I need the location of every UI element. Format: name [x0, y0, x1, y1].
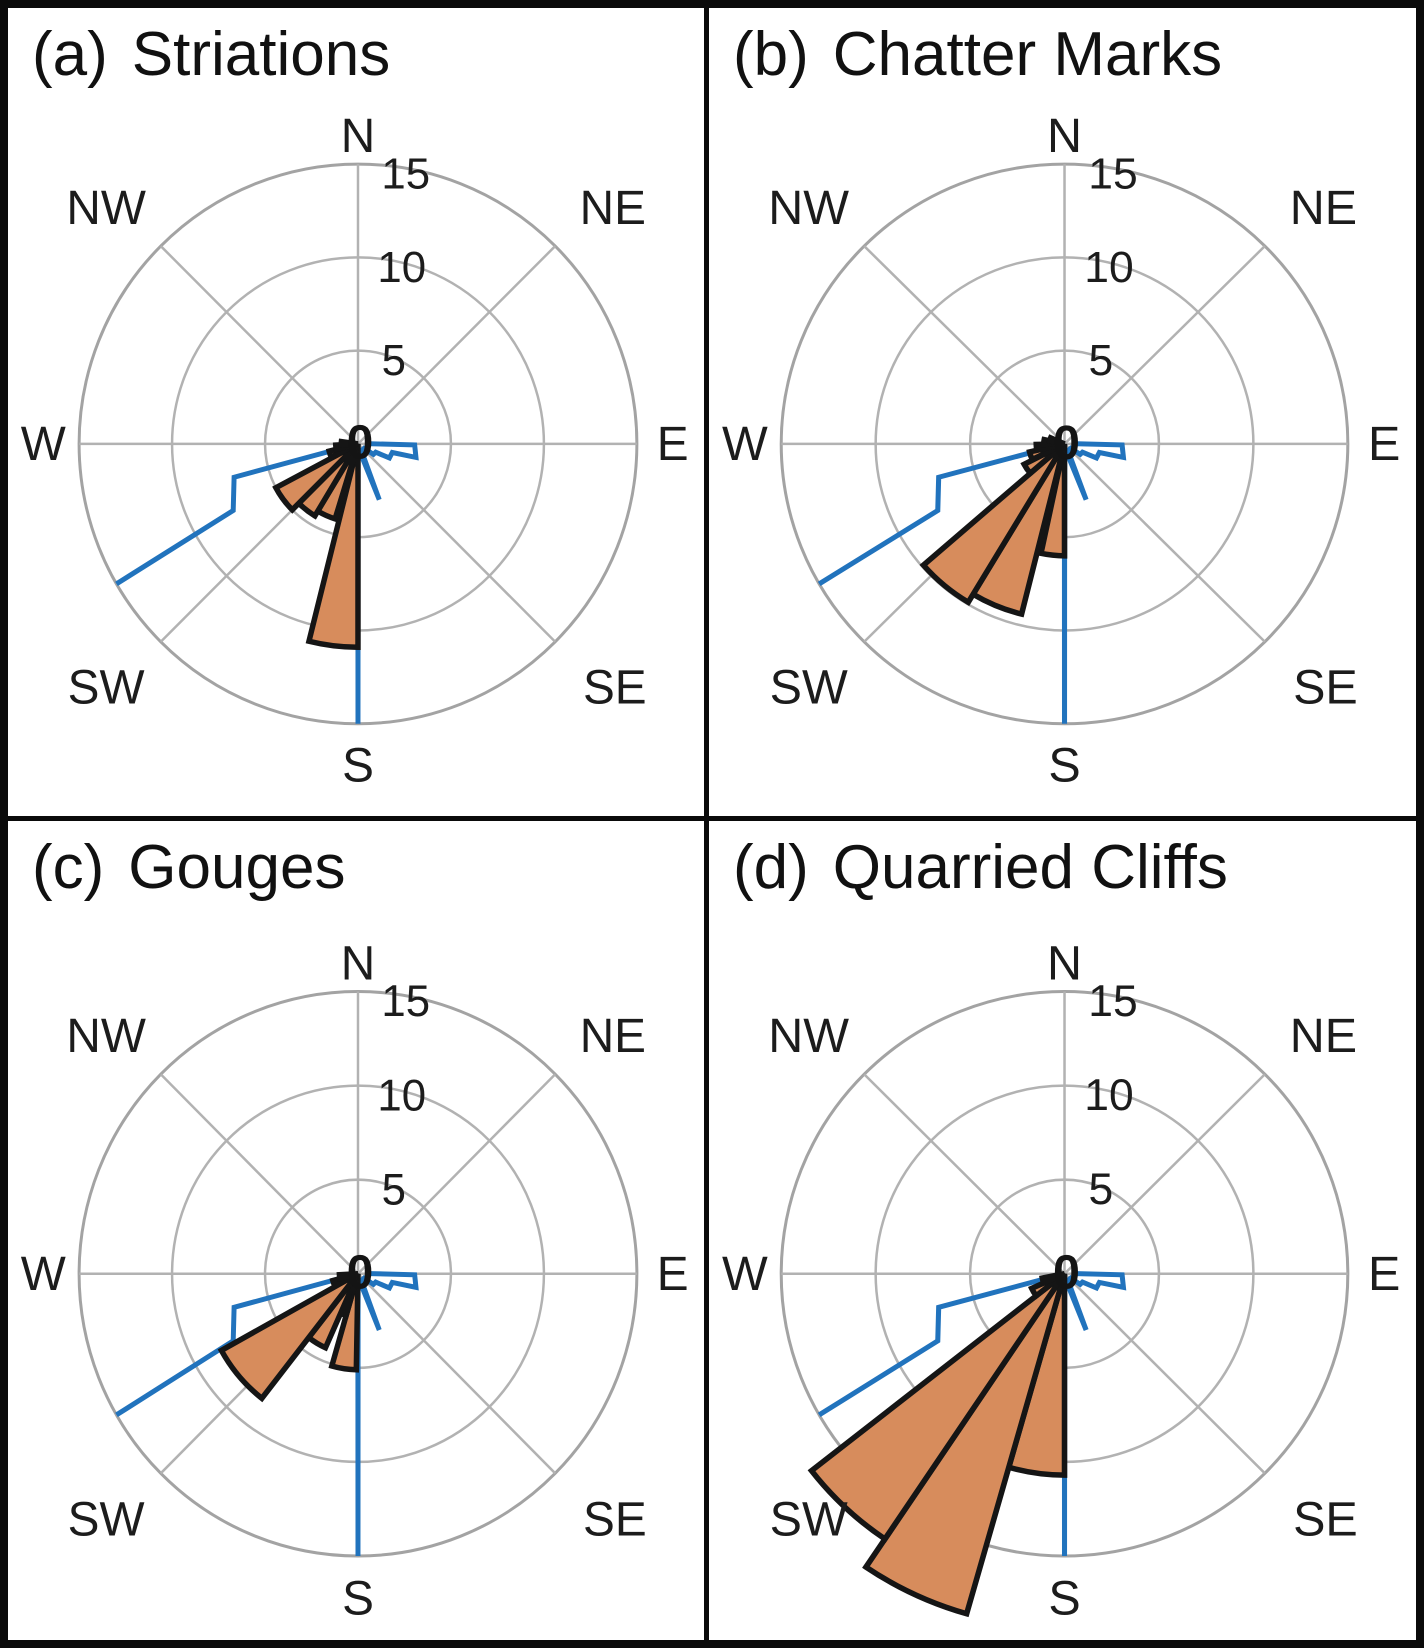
rose-petal [338, 438, 359, 448]
rose-petal [305, 443, 361, 650]
compass-label-n: N [341, 110, 375, 163]
panel-title-a: (a) Striations [32, 22, 390, 87]
compass-label-sw: SW [68, 1493, 146, 1546]
panel-title-text: Striations [131, 20, 391, 89]
compass-label-e: E [1368, 417, 1400, 471]
compass-label-w: W [722, 1247, 768, 1301]
radial-tick-labels: 5 10 15 [377, 150, 430, 386]
rose-petal [862, 1272, 1068, 1618]
radial-tick-15: 15 [381, 977, 430, 1026]
radial-tick-10: 10 [1084, 243, 1133, 292]
compass-labels: N NE E SE S SW W NW [722, 109, 1400, 792]
panel-title-text: Chatter Marks [832, 20, 1223, 89]
blue-outline-series [115, 1270, 419, 1556]
compass-label-w: W [722, 417, 768, 471]
compass-label-w: W [21, 418, 66, 471]
petal-series [919, 434, 1068, 618]
radial-tick-15: 15 [381, 150, 430, 199]
rose-chart-striations: 5 10 15 0 N NE E SE S SW W NW [21, 110, 689, 793]
radial-tick-labels: 5 10 15 [377, 977, 430, 1214]
compass-label-se: SE [583, 1493, 647, 1546]
rose-chart-chatter-marks: 5 10 15 0 N NE E SE S SW W NW [722, 109, 1400, 792]
compass-label-n: N [1047, 937, 1082, 991]
rose-petal [807, 1271, 1067, 1543]
radial-tick-5: 5 [382, 1165, 406, 1214]
compass-labels: N NE E SE S SW W NW [21, 110, 689, 793]
radial-tick-5: 5 [382, 336, 406, 385]
panel-title-text: Quarried Cliffs [832, 833, 1228, 902]
compass-label-e: E [1368, 1247, 1400, 1301]
compass-label-e: E [657, 1248, 689, 1301]
radial-tick-10: 10 [1084, 1071, 1133, 1120]
panel-index-label: (b) [733, 20, 809, 89]
radial-tick-5: 5 [1089, 1165, 1114, 1214]
compass-label-sw: SW [68, 662, 145, 715]
radial-tick-15: 15 [1088, 977, 1137, 1026]
compass-label-sw: SW [770, 1493, 848, 1547]
panel-gouges: (c) Gouges 5 10 15 0 N NE E SE S SW W NW [8, 821, 709, 1640]
compass-label-ne: NE [580, 182, 646, 235]
compass-label-ne: NE [1290, 181, 1357, 235]
compass-label-nw: NW [66, 182, 146, 235]
panel-quarried-cliffs: (d) Quarried Cliffs 5 10 15 0 N NE E SE S SW W NW [709, 821, 1416, 1640]
panel-index-label: (c) [32, 833, 105, 902]
panel-title-b: (b) Chatter Marks [733, 22, 1222, 87]
compass-label-nw: NW [768, 1009, 849, 1063]
rose-petal [336, 1271, 359, 1282]
radial-tick-labels: 5 10 15 [1084, 150, 1137, 385]
compass-label-sw: SW [770, 661, 849, 715]
panel-index-label: (a) [32, 20, 108, 89]
radial-tick-0: 0 [347, 1246, 374, 1299]
compass-label-n: N [1047, 109, 1082, 163]
petal-series [272, 438, 361, 650]
compass-labels: N NE E SE S SW W NW [21, 937, 689, 1625]
radial-tick-5: 5 [1089, 336, 1114, 385]
panel-chatter-marks: (b) Chatter Marks 5 10 15 0 N NE E SE S SW W NW [709, 8, 1416, 821]
compass-label-se: SE [1293, 661, 1358, 715]
compass-label-ne: NE [1290, 1009, 1357, 1063]
radial-tick-labels: 5 10 15 [1084, 977, 1137, 1214]
radial-tick-0: 0 [1053, 1246, 1080, 1300]
radial-tick-0: 0 [347, 416, 374, 469]
compass-labels: N NE E SE S SW W NW [722, 937, 1400, 1626]
compass-label-se: SE [1293, 1493, 1358, 1547]
radial-tick-10: 10 [377, 243, 426, 292]
panel-title-c: (c) Gouges [32, 835, 345, 900]
rose-petal [1046, 434, 1066, 447]
compass-label-ne: NE [580, 1010, 646, 1063]
radial-tick-0: 0 [1053, 416, 1080, 470]
petal-series [217, 1271, 361, 1403]
rose-chart-quarried-cliffs: 5 10 15 0 N NE E SE S SW W NW [722, 937, 1400, 1626]
compass-label-se: SE [583, 662, 647, 715]
compass-label-s: S [1048, 739, 1080, 793]
compass-label-s: S [342, 1572, 374, 1625]
blue-outline-series [115, 441, 419, 724]
panel-index-label: (d) [733, 833, 809, 902]
compass-label-s: S [1048, 1571, 1080, 1625]
blue-outline-series [817, 1270, 1127, 1556]
compass-label-w: W [21, 1248, 67, 1301]
radial-tick-10: 10 [377, 1071, 426, 1120]
rose-petal [272, 441, 360, 514]
rose-chart-gouges: 5 10 15 0 N NE E SE S SW W NW [21, 937, 689, 1625]
compass-label-nw: NW [66, 1010, 146, 1063]
compass-label-e: E [657, 418, 689, 471]
compass-label-s: S [342, 740, 374, 793]
radial-tick-15: 15 [1088, 150, 1137, 199]
petal-series [807, 1271, 1068, 1618]
compass-label-n: N [341, 937, 375, 990]
rose-petal [919, 441, 1067, 606]
panel-title-d: (d) Quarried Cliffs [733, 835, 1228, 900]
panel-title-text: Gouges [128, 833, 346, 902]
panel-striations: (a) Striations 5 10 15 0 N NE E SE S SW W NW [8, 8, 709, 821]
rose-petal [217, 1271, 361, 1403]
compass-label-nw: NW [768, 181, 849, 235]
rose-petal [1039, 1271, 1066, 1287]
